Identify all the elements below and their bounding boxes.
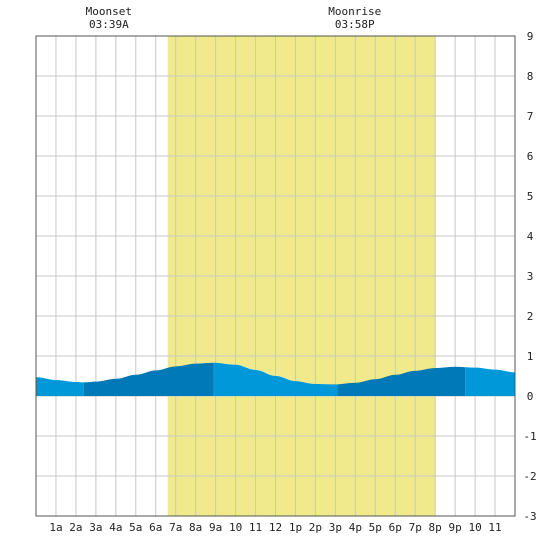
y-axis-tick-labels: 9 8 7 6 5 4 3 2 1 0 -1 -2 -3 [523, 30, 536, 523]
y-tick-label: 0 [527, 390, 534, 403]
x-tick-label: 10 [229, 521, 242, 534]
x-tick-label: 11 [249, 521, 262, 534]
y-tick-label: 5 [527, 190, 534, 203]
tide-area-light [36, 377, 84, 396]
x-tick-label: 1a [49, 521, 62, 534]
moon-event-label: Moonrise [328, 5, 381, 18]
x-axis-tick-labels: 1a 2a 3a 4a 5a 6a 7a 8a 9a 10 11 12 1p 2p 3p 4p 5p 6p 7p 8p… [49, 521, 501, 534]
y-tick-label: 2 [527, 310, 534, 323]
x-tick-label: 12 [269, 521, 282, 534]
x-tick-label: 9a [209, 521, 222, 534]
x-tick-label: 11 [488, 521, 501, 534]
x-tick-label: 3p [329, 521, 342, 534]
moon-event-time: 03:39A [89, 18, 129, 31]
tide-area-dark [83, 362, 214, 396]
x-tick-label: 2p [309, 521, 322, 534]
x-tick-label: 3a [89, 521, 102, 534]
x-tick-label: 2a [69, 521, 82, 534]
x-tick-label: 5a [129, 521, 142, 534]
y-tick-label: 9 [527, 30, 534, 43]
x-tick-label: 6p [389, 521, 402, 534]
x-tick-label: 4p [349, 521, 362, 534]
y-tick-label: -1 [523, 430, 536, 443]
y-tick-label: 7 [527, 110, 534, 123]
x-tick-label: 8p [429, 521, 442, 534]
tide-area-dark [337, 366, 466, 396]
plot-frame [35, 35, 516, 517]
tide-area-layer [36, 362, 515, 396]
tide-area-light [213, 362, 338, 396]
y-tick-label: -3 [523, 510, 536, 523]
y-tick-label: 1 [527, 350, 534, 363]
x-tick-label: 7a [169, 521, 182, 534]
x-tick-label: 10 [468, 521, 481, 534]
moon-event-label: Moonset [86, 5, 132, 18]
x-tick-label: 4a [109, 521, 122, 534]
x-tick-label: 7p [409, 521, 422, 534]
x-tick-label: 8a [189, 521, 202, 534]
y-tick-label: 3 [527, 270, 534, 283]
y-tick-label: -2 [523, 470, 536, 483]
y-tick-label: 6 [527, 150, 534, 163]
moon-event-time: 03:58P [335, 18, 375, 31]
x-tick-label: 9p [449, 521, 462, 534]
x-tick-label: 6a [149, 521, 162, 534]
tide-area-light [465, 367, 515, 396]
x-tick-label: 1p [289, 521, 302, 534]
y-tick-label: 8 [527, 70, 534, 83]
x-tick-label: 5p [369, 521, 382, 534]
y-tick-label: 4 [527, 230, 534, 243]
